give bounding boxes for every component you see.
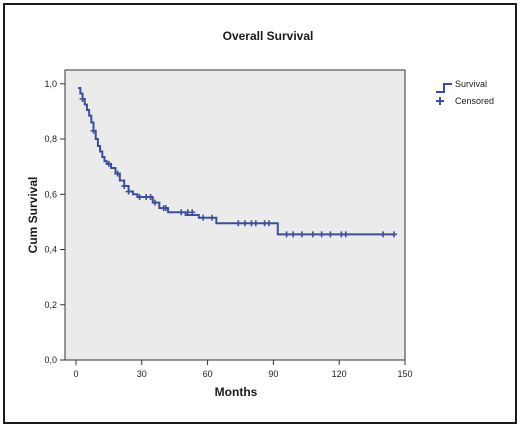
censored-marker (208, 214, 215, 221)
plot-area (64, 69, 406, 361)
y-tick-label: 0,2 (44, 300, 57, 310)
series-layer (78, 86, 398, 238)
censored-marker (151, 199, 158, 206)
step-line-icon (436, 83, 452, 93)
censored-marker (327, 231, 334, 238)
censored-marker (318, 231, 325, 238)
x-tick-label: 90 (268, 369, 278, 379)
y-axis-label: Cum Survival (26, 177, 40, 254)
censored-marker (380, 231, 387, 238)
legend: Survival Censored (436, 79, 494, 106)
plus-icon (436, 97, 444, 105)
censored-marker (298, 231, 305, 238)
y-axis: 0,0 0,2 0,4 0,6 0,8 1,0 (44, 79, 65, 365)
y-tick-label: 0,0 (44, 355, 57, 365)
censored-marker (162, 205, 169, 212)
x-tick-label: 30 (137, 369, 147, 379)
censored-marker (90, 127, 97, 134)
censored-marker (178, 209, 185, 216)
censored-marker (290, 231, 297, 238)
censored-marker (114, 170, 121, 177)
y-tick-label: 0,8 (44, 134, 57, 144)
chart-title: Overall Survival (223, 29, 314, 43)
censored-marker (266, 220, 272, 227)
y-tick-label: 0,6 (44, 189, 57, 199)
censored-marker (147, 194, 154, 201)
censored-marker (121, 183, 128, 189)
x-tick-label: 0 (73, 369, 78, 379)
x-tick-label: 120 (332, 369, 347, 379)
legend-label-survival: Survival (455, 79, 487, 89)
y-tick-label: 0,4 (44, 245, 57, 255)
x-tick-label: 60 (203, 369, 213, 379)
censored-marker (235, 220, 242, 227)
censored-marker (125, 188, 132, 195)
censored-marker (241, 220, 248, 227)
x-axis: 0 30 60 90 120 150 (73, 360, 413, 379)
x-tick-label: 150 (397, 369, 412, 379)
legend-label-censored: Censored (455, 96, 494, 106)
censored-marker (252, 220, 259, 227)
censored-marker (342, 231, 349, 238)
censored-marker (136, 194, 143, 201)
censored-marker (391, 231, 398, 238)
series-line-survival (78, 86, 395, 236)
y-tick-label: 1,0 (44, 79, 57, 89)
censored-marker (79, 96, 86, 102)
x-axis-label: Months (215, 385, 258, 399)
censored-marker (105, 160, 112, 167)
censored-marker (309, 231, 316, 238)
censored-marker (200, 214, 207, 221)
censored-marker (283, 231, 290, 238)
censored-marker (189, 209, 196, 216)
